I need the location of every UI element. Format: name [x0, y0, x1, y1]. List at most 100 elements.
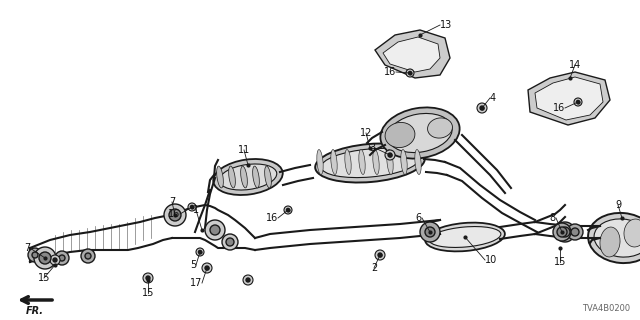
Circle shape — [191, 205, 193, 209]
Circle shape — [32, 252, 38, 258]
Text: 8: 8 — [550, 213, 556, 223]
Circle shape — [246, 278, 250, 282]
Circle shape — [210, 225, 220, 235]
Text: 6: 6 — [416, 213, 422, 223]
Text: 12: 12 — [360, 128, 372, 138]
Circle shape — [567, 224, 583, 240]
Text: 14: 14 — [569, 60, 581, 70]
Circle shape — [284, 206, 292, 214]
Text: 17: 17 — [189, 278, 202, 288]
Circle shape — [28, 248, 42, 262]
Circle shape — [557, 227, 567, 237]
Ellipse shape — [217, 166, 223, 188]
Circle shape — [143, 273, 153, 283]
Circle shape — [560, 227, 570, 237]
Circle shape — [222, 234, 238, 250]
Text: 11: 11 — [238, 145, 250, 155]
Polygon shape — [528, 72, 610, 125]
Circle shape — [375, 250, 385, 260]
Circle shape — [408, 71, 412, 75]
Circle shape — [81, 249, 95, 263]
Ellipse shape — [213, 159, 283, 195]
Ellipse shape — [415, 149, 421, 174]
Circle shape — [577, 100, 580, 104]
Ellipse shape — [428, 118, 452, 138]
Circle shape — [553, 223, 571, 241]
Circle shape — [50, 255, 60, 265]
Circle shape — [406, 69, 414, 77]
Text: 10: 10 — [485, 255, 497, 265]
Circle shape — [226, 238, 234, 246]
Circle shape — [198, 250, 202, 253]
Circle shape — [287, 208, 290, 212]
Circle shape — [243, 275, 253, 285]
Circle shape — [146, 276, 150, 280]
Text: 2: 2 — [371, 263, 377, 273]
Ellipse shape — [401, 149, 407, 174]
Circle shape — [59, 255, 65, 261]
Text: 5: 5 — [189, 260, 196, 270]
Circle shape — [188, 203, 196, 211]
Ellipse shape — [345, 149, 351, 174]
Ellipse shape — [425, 223, 505, 252]
Ellipse shape — [624, 219, 640, 247]
Text: 16: 16 — [384, 67, 396, 77]
Ellipse shape — [241, 166, 247, 188]
Polygon shape — [535, 77, 603, 120]
Text: 7: 7 — [169, 197, 175, 207]
Ellipse shape — [228, 166, 236, 188]
Text: FR.: FR. — [26, 306, 44, 316]
Text: 4: 4 — [490, 93, 496, 103]
Ellipse shape — [429, 227, 501, 247]
Circle shape — [196, 248, 204, 256]
Text: 16: 16 — [553, 103, 565, 113]
Ellipse shape — [253, 166, 259, 188]
Text: 3: 3 — [369, 143, 375, 153]
Text: TVA4B0200: TVA4B0200 — [582, 304, 630, 313]
Text: 1: 1 — [193, 205, 199, 215]
Ellipse shape — [380, 108, 460, 159]
Ellipse shape — [331, 149, 337, 174]
Circle shape — [164, 204, 186, 226]
Circle shape — [378, 253, 382, 257]
Ellipse shape — [385, 123, 415, 148]
Ellipse shape — [265, 166, 271, 188]
Circle shape — [169, 209, 181, 221]
Ellipse shape — [321, 148, 419, 178]
Circle shape — [555, 222, 575, 242]
Circle shape — [34, 247, 56, 269]
Ellipse shape — [387, 149, 393, 174]
Ellipse shape — [388, 114, 452, 153]
Circle shape — [574, 98, 582, 106]
Text: 16: 16 — [168, 209, 180, 219]
Circle shape — [388, 153, 392, 157]
Ellipse shape — [588, 213, 640, 263]
Polygon shape — [375, 30, 450, 78]
Text: 15: 15 — [554, 257, 566, 267]
Circle shape — [39, 252, 51, 264]
Circle shape — [420, 222, 440, 242]
Circle shape — [571, 228, 579, 236]
Text: 16: 16 — [266, 213, 278, 223]
Polygon shape — [383, 37, 440, 72]
Ellipse shape — [315, 143, 425, 182]
Circle shape — [85, 253, 91, 259]
Circle shape — [202, 263, 212, 273]
Text: 9: 9 — [615, 200, 621, 210]
Text: 7: 7 — [24, 243, 30, 253]
Ellipse shape — [359, 149, 365, 174]
Circle shape — [385, 150, 395, 160]
Ellipse shape — [220, 164, 276, 190]
Circle shape — [55, 251, 69, 265]
Circle shape — [205, 220, 225, 240]
Ellipse shape — [600, 227, 620, 257]
Ellipse shape — [594, 219, 640, 257]
Circle shape — [205, 266, 209, 270]
Circle shape — [480, 106, 484, 110]
Text: 15: 15 — [38, 273, 50, 283]
Text: 13: 13 — [440, 20, 452, 30]
Circle shape — [53, 258, 57, 262]
Ellipse shape — [373, 149, 379, 174]
Circle shape — [477, 103, 487, 113]
Circle shape — [425, 227, 435, 237]
